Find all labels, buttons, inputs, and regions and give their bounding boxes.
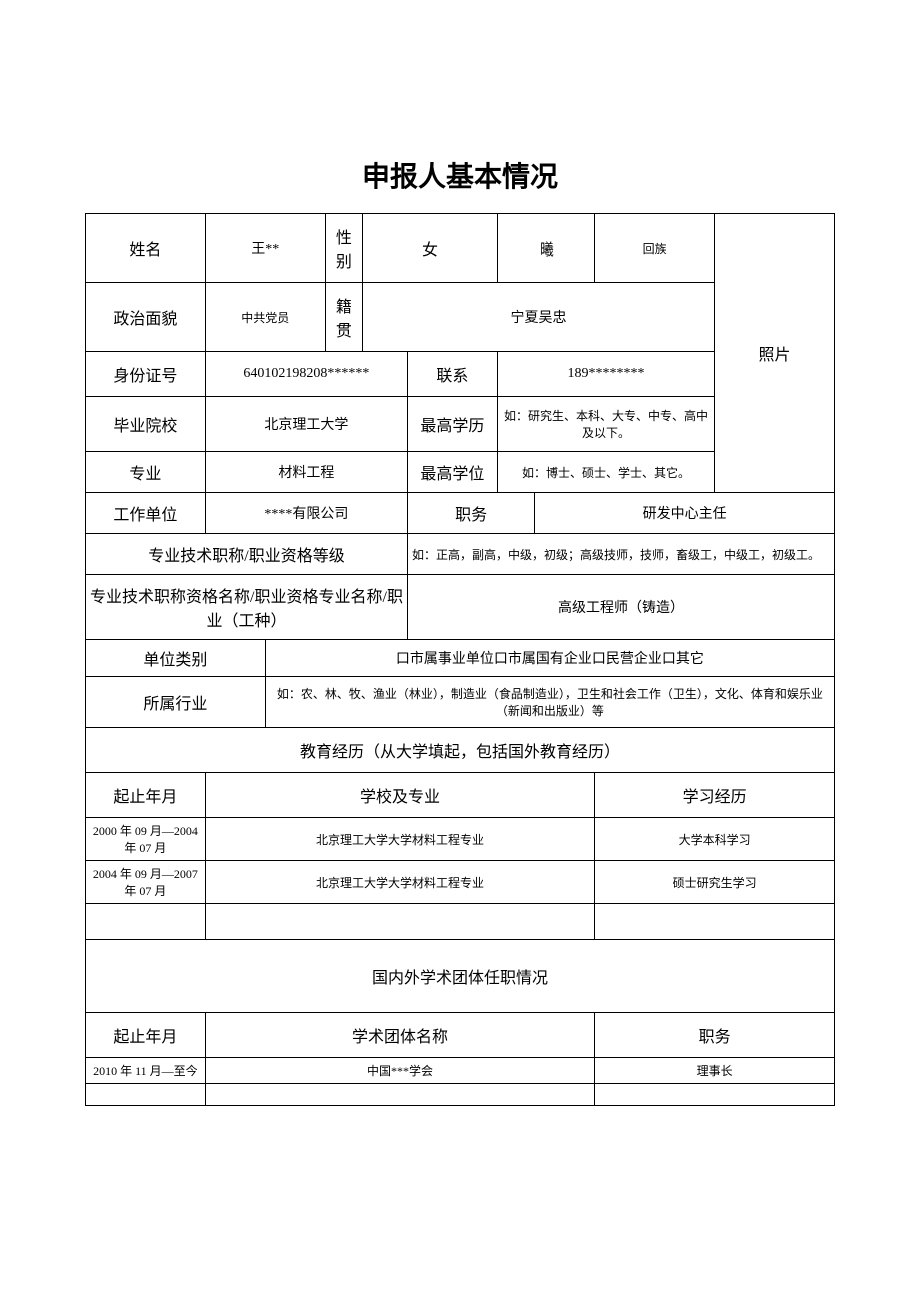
org-position-0: 理事长	[595, 1058, 835, 1084]
org-empty-name	[205, 1084, 594, 1106]
page-title: 申报人基本情况	[85, 155, 835, 195]
edu-school-1: 北京理工大学大学材料工程专业	[205, 861, 594, 904]
value-political: 中共党员	[205, 283, 325, 352]
edu-col-school: 学校及专业	[205, 773, 594, 818]
section-edu-history: 教育经历（从大学填起，包括国外教育经历）	[86, 728, 835, 773]
applicant-form-table: 姓名 王** 性别 女 曦 回族 照片 政治面貌 中共党员 籍贯 宁夏吴忠 身份…	[85, 213, 835, 1106]
value-grad-school: 北京理工大学	[205, 397, 407, 452]
org-empty-position	[595, 1084, 835, 1106]
label-highest-degree: 最高学位	[408, 452, 498, 493]
value-unit-type: 口市属事业单位口市属国有企业口民营企业口其它	[265, 640, 834, 677]
photo-placeholder: 照片	[715, 214, 835, 493]
value-highest-degree: 如：博士、硕士、学士、其它。	[497, 452, 714, 493]
org-empty-period	[86, 1084, 206, 1106]
org-col-period: 起止年月	[86, 1013, 206, 1058]
label-position: 职务	[408, 493, 535, 534]
value-work-unit: ****有限公司	[205, 493, 407, 534]
value-native-place: 宁夏吴忠	[363, 283, 715, 352]
label-work-unit: 工作单位	[86, 493, 206, 534]
label-native-place: 籍贯	[325, 283, 362, 352]
edu-period-0: 2000 年 09 月—2004 年 07 月	[86, 818, 206, 861]
label-prof-title-level: 专业技术职称/职业资格等级	[86, 534, 408, 575]
edu-empty-school	[205, 904, 594, 940]
value-contact: 189********	[497, 352, 714, 397]
edu-col-exp: 学习经历	[595, 773, 835, 818]
edu-empty-period	[86, 904, 206, 940]
label-prof-title-name: 专业技术职称资格名称/职业资格专业名称/职业（工种）	[86, 575, 408, 640]
org-period-0: 2010 年 11 月—至今	[86, 1058, 206, 1084]
label-unit-type: 单位类别	[86, 640, 266, 677]
label-political: 政治面貌	[86, 283, 206, 352]
edu-school-0: 北京理工大学大学材料工程专业	[205, 818, 594, 861]
label-contact: 联系	[408, 352, 498, 397]
value-prof-title-name: 高级工程师（铸造）	[408, 575, 835, 640]
edu-exp-0: 大学本科学习	[595, 818, 835, 861]
value-industry: 如：农、林、牧、渔业（林业），制造业（食品制造业），卫生和社会工作（卫生），文化…	[265, 677, 834, 728]
label-industry: 所属行业	[86, 677, 266, 728]
edu-period-1: 2004 年 09 月—2007 年 07 月	[86, 861, 206, 904]
value-id-number: 640102198208******	[205, 352, 407, 397]
value-ethnicity: 回族	[595, 214, 715, 283]
label-major: 专业	[86, 452, 206, 493]
label-ethnicity-hdr: 曦	[497, 214, 594, 283]
edu-exp-1: 硕士研究生学习	[595, 861, 835, 904]
label-id-number: 身份证号	[86, 352, 206, 397]
edu-empty-exp	[595, 904, 835, 940]
org-col-name: 学术团体名称	[205, 1013, 594, 1058]
value-major: 材料工程	[205, 452, 407, 493]
section-academic-org: 国内外学术团体任职情况	[86, 940, 835, 1013]
value-position: 研发中心主任	[535, 493, 835, 534]
org-org-0: 中国***学会	[205, 1058, 594, 1084]
value-highest-edu: 如：研究生、本科、大专、中专、高中及以下。	[497, 397, 714, 452]
label-name: 姓名	[86, 214, 206, 283]
value-gender: 女	[363, 214, 498, 283]
label-highest-edu: 最高学历	[408, 397, 498, 452]
value-prof-title-level: 如：正高，副高，中级，初级；高级技师，技师，畜级工，中级工，初级工。	[408, 534, 835, 575]
edu-col-period: 起止年月	[86, 773, 206, 818]
label-grad-school: 毕业院校	[86, 397, 206, 452]
value-name: 王**	[205, 214, 325, 283]
org-col-position: 职务	[595, 1013, 835, 1058]
label-gender: 性别	[325, 214, 362, 283]
